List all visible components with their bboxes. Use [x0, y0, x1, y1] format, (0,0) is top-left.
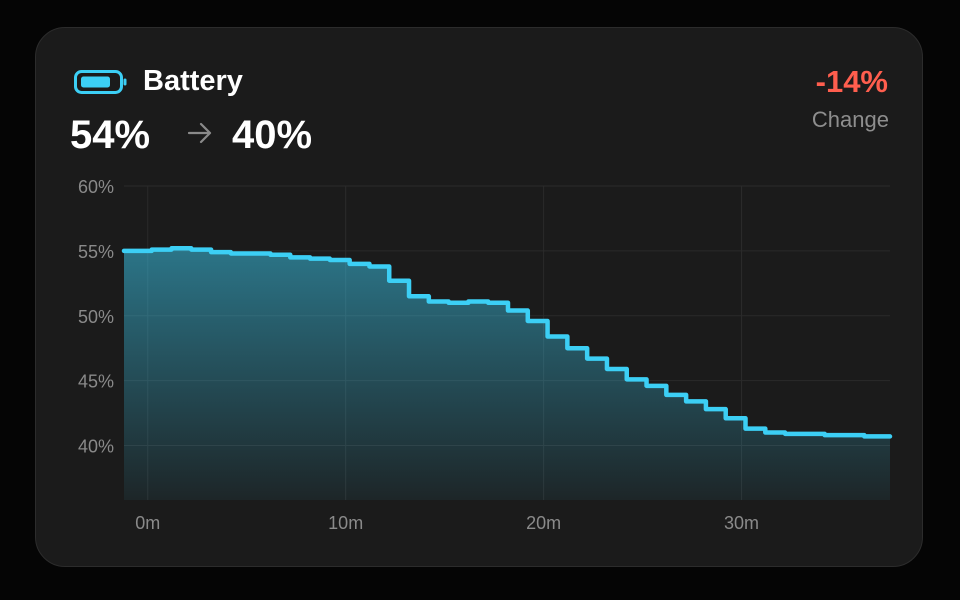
end-value: 40%: [232, 113, 313, 157]
change-label: Change: [811, 107, 889, 132]
battery-card: [35, 27, 923, 567]
arrow-right-icon: [187, 122, 212, 144]
card-title: Battery: [143, 65, 243, 97]
start-value: 54%: [70, 113, 151, 157]
change-value: -14%: [815, 64, 888, 99]
battery-icon: [74, 70, 127, 94]
